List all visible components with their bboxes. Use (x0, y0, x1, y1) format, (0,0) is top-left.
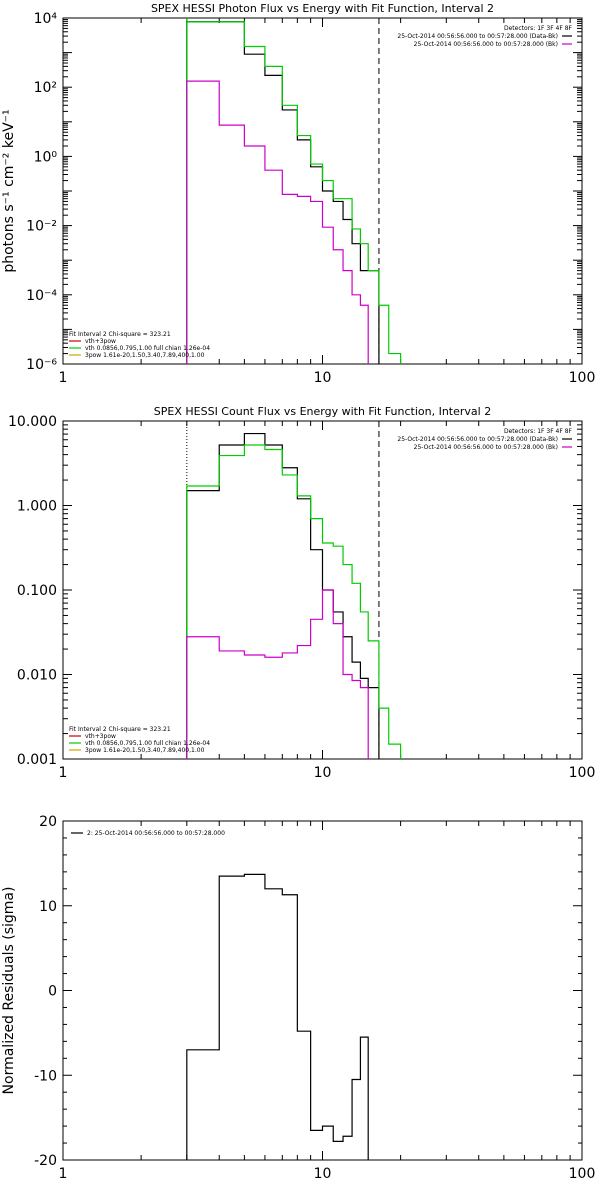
legend-entry: 3pow 1.61e-20,1.50,3.40,7.89,400,1.00 (85, 352, 205, 359)
x-tick-label: 10 (314, 765, 332, 781)
chart-panel-1: SPEX HESSI Photon Flux vs Energy with Fi… (1, 2, 595, 386)
series-line-1 (186, 21, 380, 364)
y-tick-label: 0.010 (17, 668, 57, 684)
chart-panel-3: 1 10 100 -20 -10 0 10 20 Normalized Residuals (s… (1, 814, 595, 1182)
plot-frame (62, 820, 583, 1161)
legend-entry: 2: 25-Oct-2014 00:56:56.000 to 00:57:28.… (87, 830, 225, 837)
x-tick-label: 10 (314, 370, 332, 386)
y-tick-label: -10 (34, 1068, 57, 1084)
x-tick-label: 100 (569, 370, 596, 386)
legend-entry: 25-Oct-2014 00:56:56.000 to 00:57:28.000… (397, 436, 558, 443)
legend-header: Detectors: 1F 3F 4F 8F (504, 428, 573, 435)
y-tick-label: 0.001 (17, 752, 57, 768)
y-tick-label: 20 (39, 814, 57, 830)
legend-header: Fit Interval 2 Chi-square = 323.21 (69, 331, 171, 338)
y-tick-label: 1.000 (17, 499, 57, 515)
x-tick-label: 100 (569, 1166, 596, 1182)
y-tick-label: 10⁻² (26, 219, 57, 235)
y-tick-label: 10⁰ (34, 149, 58, 165)
chart-title: SPEX HESSI Photon Flux vs Energy with Fi… (151, 2, 494, 15)
y-tick-label: 0.100 (17, 583, 57, 599)
series-line-3 (186, 80, 369, 364)
y-tick-label: 0 (48, 984, 57, 1000)
x-tick-label: 1 (59, 1166, 68, 1182)
x-tick-label: 1 (59, 370, 68, 386)
series-line-3 (186, 589, 369, 759)
series-line-1 (186, 873, 369, 1160)
legend-entry: 25-Oct-2014 00:56:56.000 to 00:57:28.000… (414, 444, 558, 451)
y-tick-label: -20 (34, 1153, 57, 1169)
y-tick-label: 10⁴ (34, 11, 58, 27)
y-axis-label: photons s⁻¹ cm⁻² keV⁻¹ (1, 109, 17, 272)
legend-entry: vth 0.0856,0.795,1.00 full chian 1.26e-0… (85, 740, 210, 747)
chart-title: SPEX HESSI Count Flux vs Energy with Fit… (154, 405, 491, 418)
y-axis-label: Normalized Residuals (sigma) (1, 887, 17, 1095)
y-tick-label: 10.000 (8, 414, 57, 430)
series-line-2 (186, 21, 402, 364)
y-tick-label: 10⁻⁴ (26, 288, 57, 304)
x-tick-label: 100 (569, 765, 596, 781)
series-line-1 (186, 432, 380, 759)
legend-entry: 25-Oct-2014 00:56:56.000 to 00:57:28.000… (414, 41, 558, 48)
legend-header: Detectors: 1F 3F 4F 8F (504, 25, 573, 32)
legend-header: Fit Interval 2 Chi-square = 323.21 (69, 726, 171, 733)
legend-entry: vth+3pow (85, 338, 116, 345)
y-tick-label: 10⁻⁶ (26, 357, 57, 373)
y-tick-label: 10 (39, 899, 57, 915)
legend-entry: 25-Oct-2014 00:56:56.000 to 00:57:28.000… (397, 33, 558, 40)
y-tick-label: 10² (34, 80, 57, 96)
legend-entry: vth+3pow (85, 733, 116, 740)
chart-panel-2: SPEX HESSI Count Flux vs Energy with Fit… (8, 405, 595, 781)
series-line-2 (186, 444, 402, 759)
legend-entry: 3pow 1.61e-20,1.50,3.40,7.89,400,1.00 (85, 747, 205, 754)
x-tick-label: 1 (59, 765, 68, 781)
x-tick-label: 10 (314, 1166, 332, 1182)
legend-entry: vth 0.0856,0.795,1.00 full chian 1.26e-0… (85, 345, 210, 352)
